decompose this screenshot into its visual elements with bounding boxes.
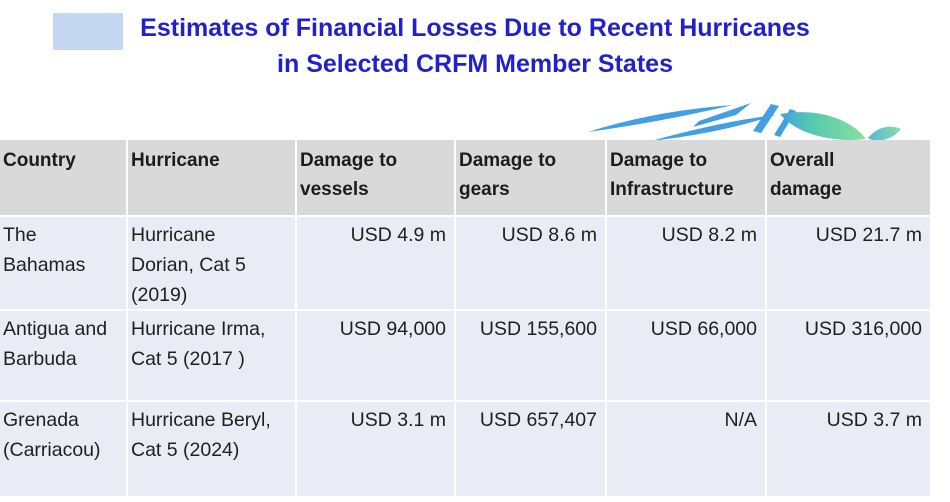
cell-damage-infrastructure: USD 66,000 — [607, 311, 765, 400]
column-header-damage-infrastructure: Damage to Infrastructure — [607, 140, 765, 215]
wave-swoosh-icon — [588, 103, 901, 141]
cell-overall-damage: USD 21.7 m — [767, 217, 930, 309]
losses-table: Country Hurricane Damage to vessels Dama… — [0, 140, 930, 496]
cell-overall-damage: USD 3.7 m — [767, 402, 930, 496]
column-header-damage-vessels: Damage to vessels — [297, 140, 454, 215]
cell-overall-damage: USD 316,000 — [767, 311, 930, 400]
cell-hurricane: Hurricane Dorian, Cat 5 (2019) — [128, 217, 295, 309]
cell-damage-vessels: USD 94,000 — [297, 311, 454, 400]
page-title-line-2: in Selected CRFM Member States — [277, 50, 673, 78]
leaf-large — [780, 112, 866, 140]
cell-hurricane: Hurricane Irma, Cat 5 (2017 ) — [128, 311, 295, 400]
cell-damage-gears: USD 8.6 m — [456, 217, 605, 309]
cell-country: Antigua and Barbuda — [0, 311, 126, 400]
cell-damage-infrastructure: N/A — [607, 402, 765, 496]
cell-damage-infrastructure: USD 8.2 m — [607, 217, 765, 309]
title-highlight-box — [53, 13, 123, 50]
cell-hurricane: Hurricane Beryl, Cat 5 (2024) — [128, 402, 295, 496]
swoosh-slash-1 — [753, 104, 779, 133]
swoosh-stroke-lower — [651, 115, 776, 141]
page-title: Estimates of Financial Losses Due to Rec… — [0, 10, 950, 82]
leaf-small — [868, 126, 901, 141]
swoosh-stroke-thick — [693, 103, 751, 127]
column-header-country: Country — [0, 140, 126, 215]
cell-damage-vessels: USD 3.1 m — [297, 402, 454, 496]
page-title-line-1: Estimates of Financial Losses Due to Rec… — [140, 14, 810, 42]
cell-country: The Bahamas — [0, 217, 126, 309]
column-header-hurricane: Hurricane — [128, 140, 295, 215]
column-header-overall-damage: Overall damage — [767, 140, 930, 215]
cell-damage-gears: USD 657,407 — [456, 402, 605, 496]
cell-damage-gears: USD 155,600 — [456, 311, 605, 400]
column-header-damage-gears: Damage to gears — [456, 140, 605, 215]
cell-country: Grenada (Carriacou) — [0, 402, 126, 496]
swoosh-stroke-long — [588, 105, 733, 132]
cell-damage-vessels: USD 4.9 m — [297, 217, 454, 309]
